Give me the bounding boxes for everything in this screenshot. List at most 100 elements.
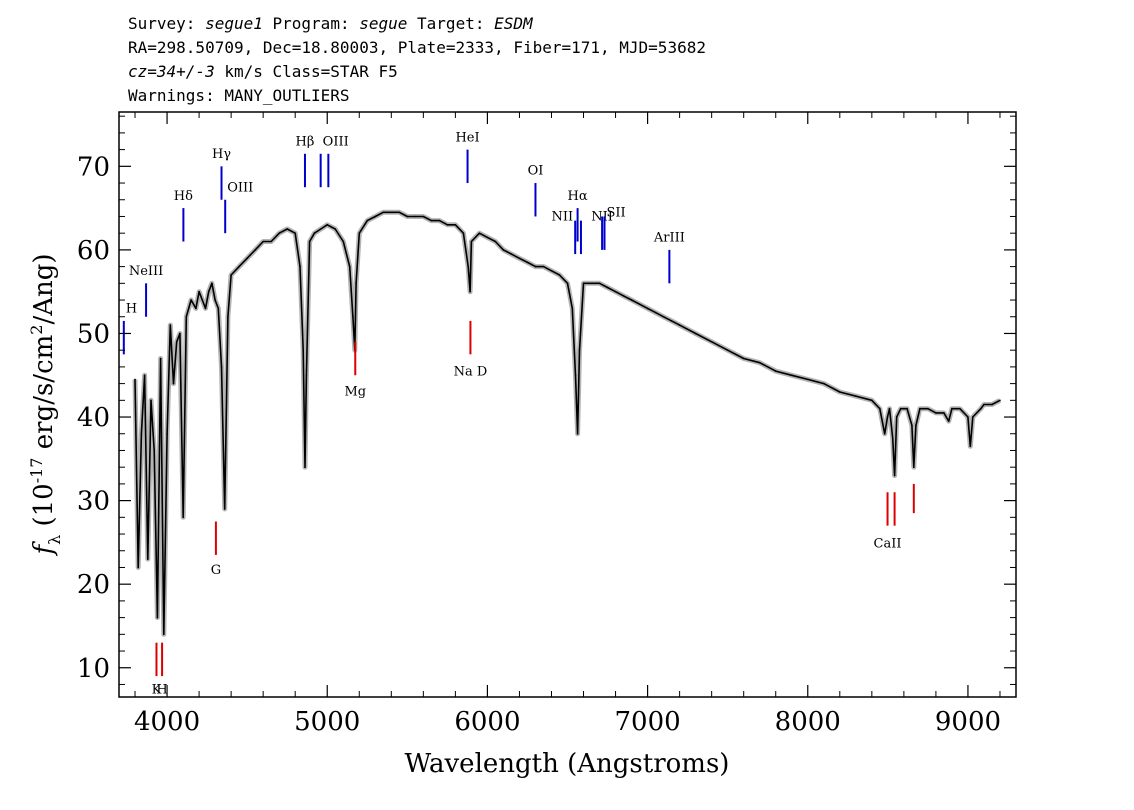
x-tick-label: 8000 <box>775 707 841 737</box>
data-point <box>638 303 641 306</box>
data-point <box>254 249 256 251</box>
data-point <box>654 311 657 314</box>
data-point <box>190 299 192 301</box>
absorption-line-label: H <box>156 683 167 698</box>
data-point <box>911 424 913 427</box>
data-point <box>348 265 351 268</box>
data-point <box>927 407 929 410</box>
spectrum-line <box>134 211 1001 636</box>
data-point <box>542 265 545 268</box>
data-point <box>217 307 220 310</box>
data-point <box>883 433 886 435</box>
emission-line-label: NII <box>591 210 613 225</box>
header-line-3: cz=34+/-3 km/s Class=STAR F5 <box>128 62 398 81</box>
data-point <box>342 240 345 243</box>
emission-line-label: NeIII <box>129 264 163 279</box>
data-point <box>169 324 172 326</box>
data-point <box>179 332 181 335</box>
data-point <box>510 253 513 255</box>
x-tick-label: 7000 <box>615 707 681 737</box>
data-point <box>172 382 175 385</box>
absorption-line-label: K <box>152 683 162 698</box>
data-point <box>823 382 825 385</box>
data-point <box>915 424 917 427</box>
data-point <box>374 215 377 218</box>
data-point <box>726 349 729 352</box>
data-point <box>893 474 896 477</box>
data-point <box>694 332 697 335</box>
data-point <box>558 274 561 276</box>
data-point <box>313 232 316 234</box>
data-point <box>262 240 265 243</box>
data-point <box>467 265 470 268</box>
data-point <box>198 290 200 293</box>
data-point <box>967 416 969 418</box>
data-point <box>871 399 873 402</box>
data-point <box>246 257 248 260</box>
data-point <box>211 282 213 285</box>
data-point <box>140 433 143 435</box>
data-point <box>574 374 577 377</box>
data-point <box>839 391 841 393</box>
error-band <box>132 209 1002 637</box>
data-point <box>270 240 273 243</box>
data-point <box>598 282 601 285</box>
data-point <box>462 232 465 234</box>
data-point <box>980 407 982 410</box>
data-point <box>899 407 902 410</box>
data-point <box>175 341 178 343</box>
data-point <box>223 508 226 510</box>
data-point <box>143 374 146 377</box>
data-point <box>590 282 593 285</box>
data-point <box>355 282 357 285</box>
data-point <box>304 466 306 469</box>
data-point <box>526 261 529 264</box>
data-point <box>774 370 777 372</box>
data-point <box>230 274 232 276</box>
x-tick-label: 6000 <box>454 707 520 737</box>
data-point <box>207 290 210 293</box>
emission-line-label: OIII <box>227 180 253 195</box>
data-point <box>566 282 569 285</box>
data-point <box>366 219 369 222</box>
data-point <box>983 403 985 406</box>
data-point <box>494 240 497 243</box>
data-point <box>195 307 197 310</box>
data-point <box>185 316 188 318</box>
y-tick-label: 60 <box>77 236 110 266</box>
data-point <box>879 407 881 410</box>
data-point <box>430 219 433 222</box>
data-point <box>678 324 681 326</box>
data-point <box>398 211 401 214</box>
data-point <box>758 361 761 364</box>
data-point <box>478 232 481 234</box>
data-point <box>576 433 579 435</box>
y-tick-label: 70 <box>77 152 110 182</box>
data-point <box>305 374 308 377</box>
data-point <box>630 299 633 301</box>
emission-line-label: HeI <box>455 130 479 145</box>
data-point <box>406 215 409 218</box>
y-tick-label: 50 <box>77 319 110 349</box>
data-point <box>294 232 297 234</box>
data-point <box>153 449 155 452</box>
emission-line-label: SII <box>607 205 626 220</box>
data-point <box>895 416 898 418</box>
data-point <box>438 219 441 222</box>
data-point <box>959 407 961 410</box>
data-point <box>156 616 159 619</box>
data-point <box>791 374 793 377</box>
absorption-line-label: G <box>211 563 221 578</box>
plot-frame <box>118 111 1017 698</box>
data-point <box>606 286 609 289</box>
y-tick-label: 40 <box>77 403 110 433</box>
data-point <box>446 224 449 226</box>
data-point <box>947 420 950 423</box>
data-point <box>469 290 471 293</box>
header-line-1: Survey: segue1 Program: segue Target: ES… <box>128 14 534 33</box>
data-point <box>238 265 240 268</box>
emission-line-label: Hγ <box>212 147 231 162</box>
data-point <box>414 215 417 218</box>
data-point <box>571 307 574 310</box>
